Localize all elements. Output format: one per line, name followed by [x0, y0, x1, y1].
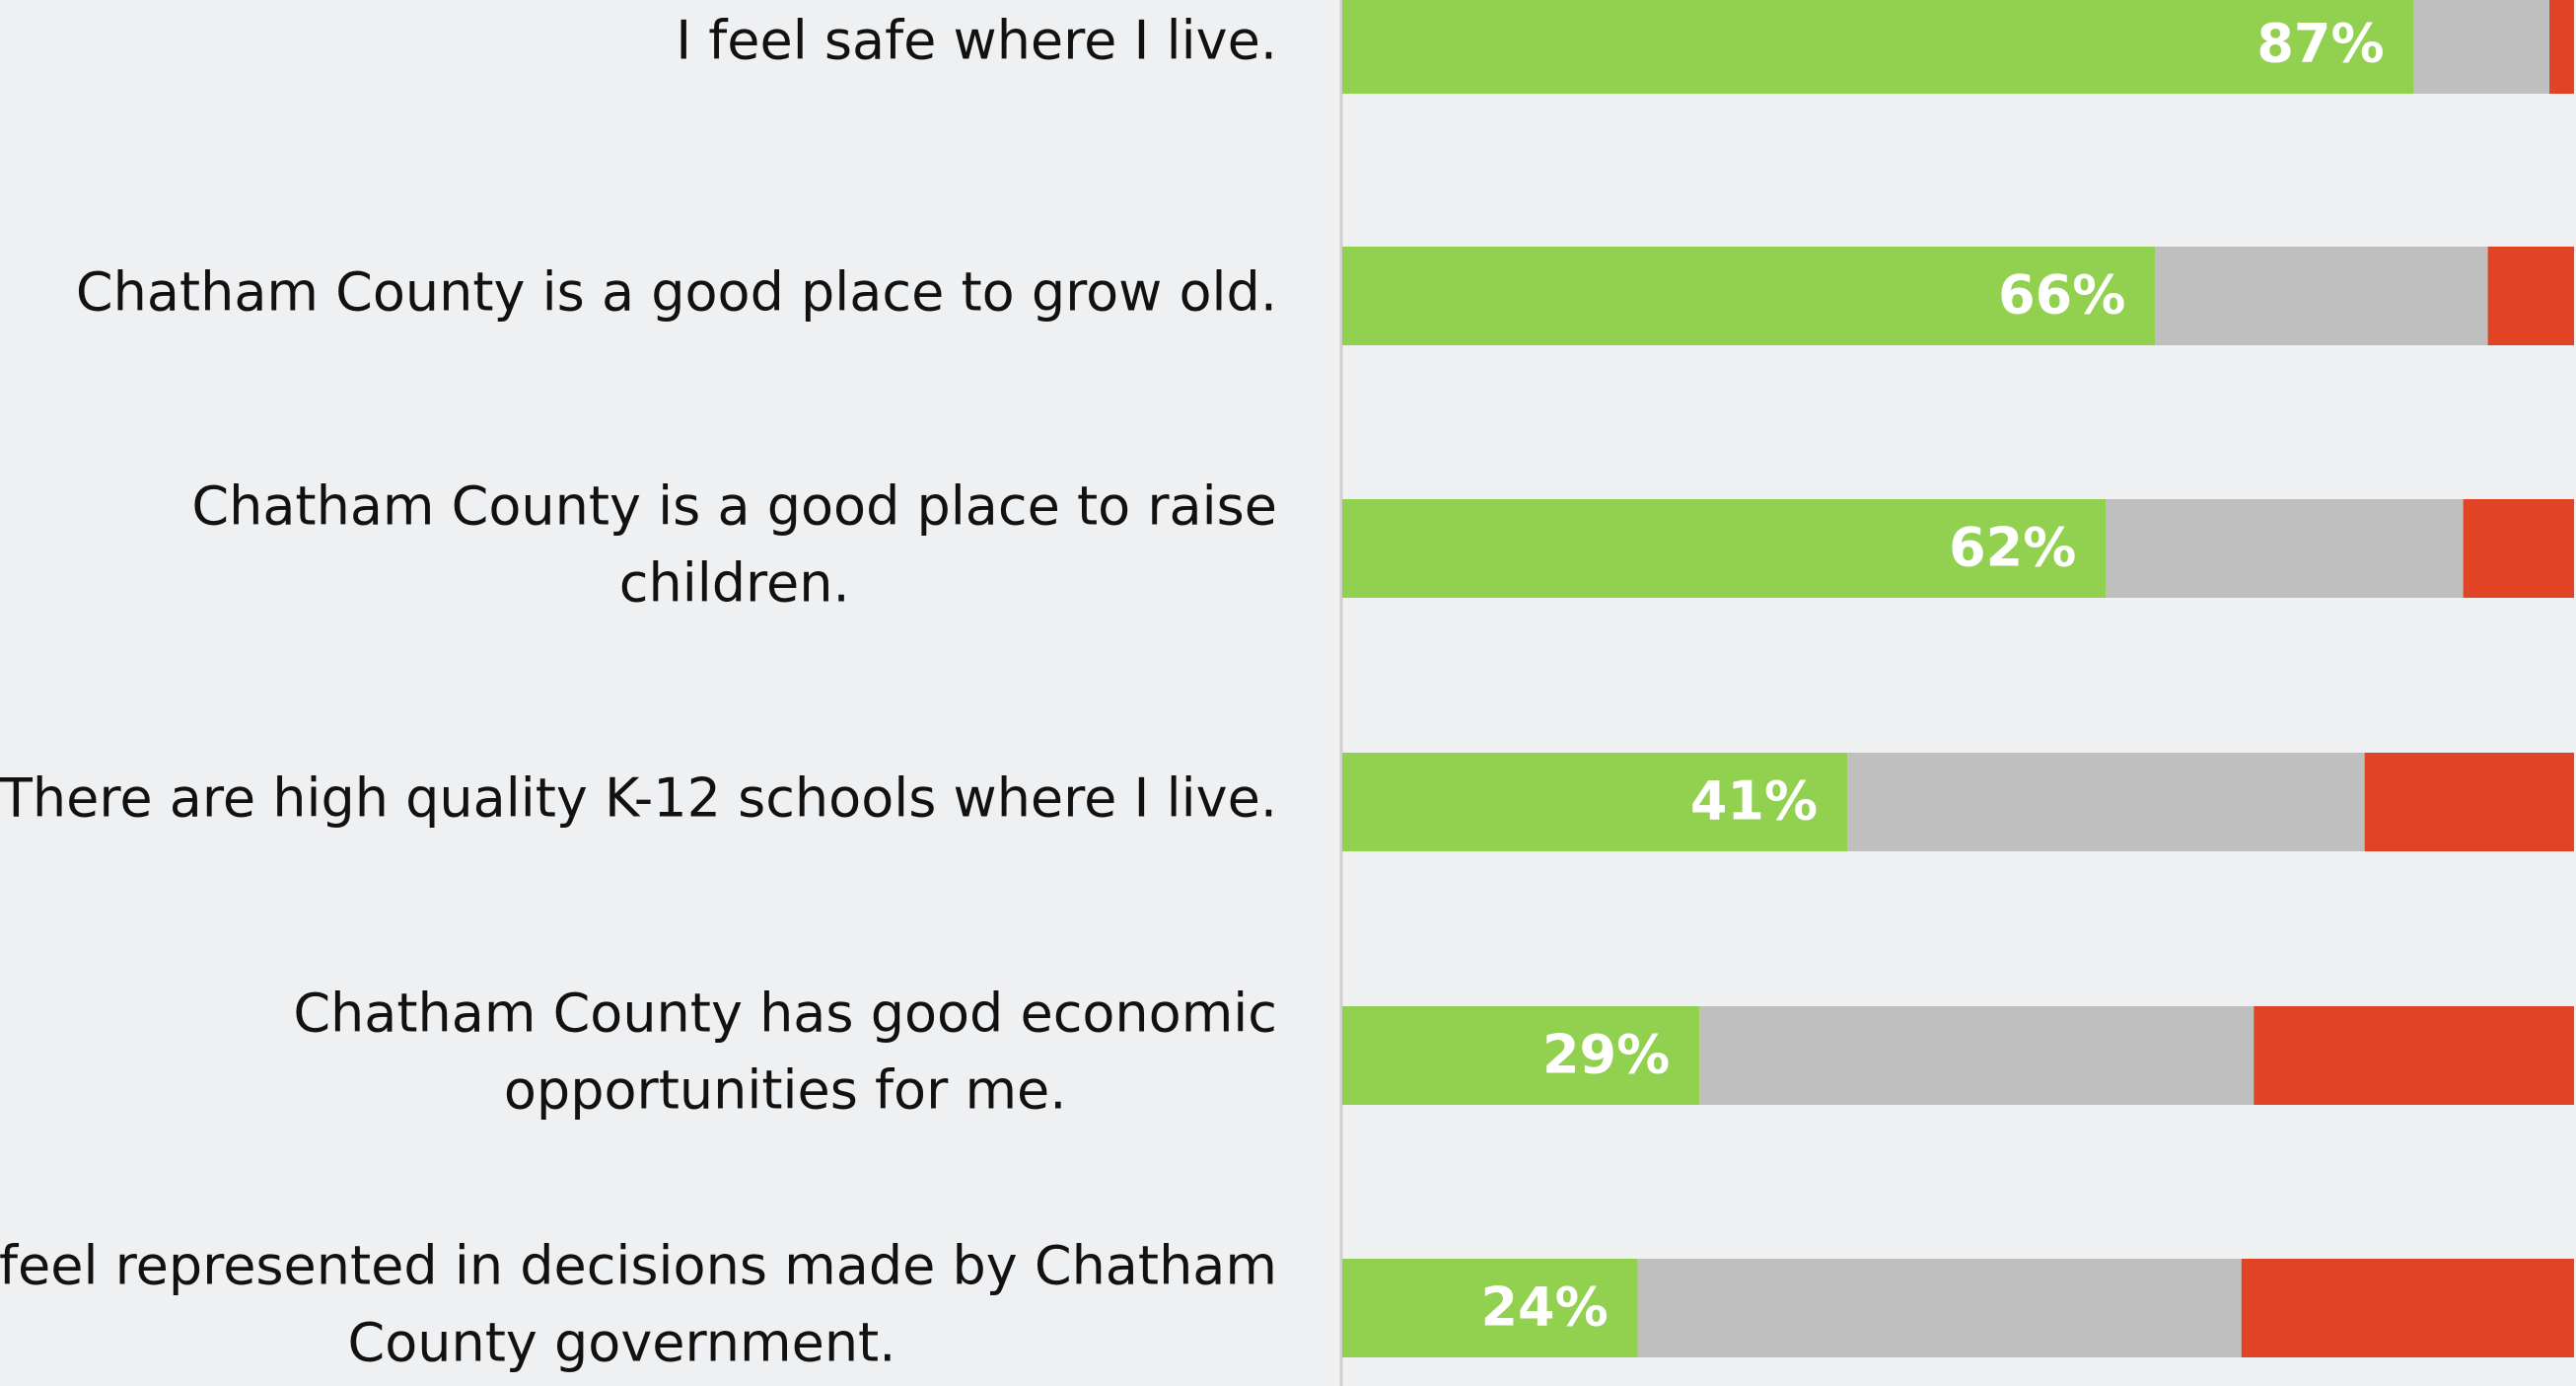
category-label: Chatham County is a good place to grow o…: [76, 261, 1277, 324]
bar-segment: [1699, 1006, 2254, 1105]
bar-segment: [2254, 1006, 2574, 1105]
category-label: There are high quality K-12 schools wher…: [0, 767, 1277, 830]
category-label: Chatham County has good economic: [293, 983, 1277, 1045]
bar-segment: [1342, 247, 2156, 345]
category-label: I feel represented in decisions made by …: [0, 1235, 1277, 1297]
bar-segment: [2413, 0, 2550, 94]
value-label: 24%: [1480, 1277, 1608, 1339]
bar-segment: [1342, 753, 1848, 851]
category-label: County government.: [348, 1312, 896, 1374]
bar-segment: [2549, 0, 2574, 94]
bar-segment: [2106, 499, 2464, 598]
value-label: 41%: [1690, 770, 1818, 833]
bar-segment: [1342, 1006, 1700, 1105]
bar-segment: [1342, 499, 2107, 598]
bar-segment: [2155, 247, 2488, 345]
bar-segment: [2463, 499, 2574, 598]
value-label: 29%: [1542, 1024, 1670, 1086]
bar-segment: [2487, 247, 2574, 345]
bar-segment: [1847, 753, 2365, 851]
category-label: opportunities for me.: [504, 1059, 1067, 1122]
value-label: 87%: [2256, 13, 2384, 75]
category-label: I feel safe where I live.: [676, 10, 1277, 72]
value-label: 66%: [1998, 264, 2125, 327]
category-label: children.: [619, 552, 850, 615]
category-label: Chatham County is a good place to raise: [191, 475, 1277, 538]
bar-segment: [1637, 1259, 2242, 1357]
bar-segment: [2241, 1259, 2574, 1357]
bar-segment: [1342, 1259, 1638, 1357]
bar-segment: [1342, 0, 2414, 94]
value-label: 62%: [1949, 517, 2076, 579]
bar-segment: [2364, 753, 2574, 851]
